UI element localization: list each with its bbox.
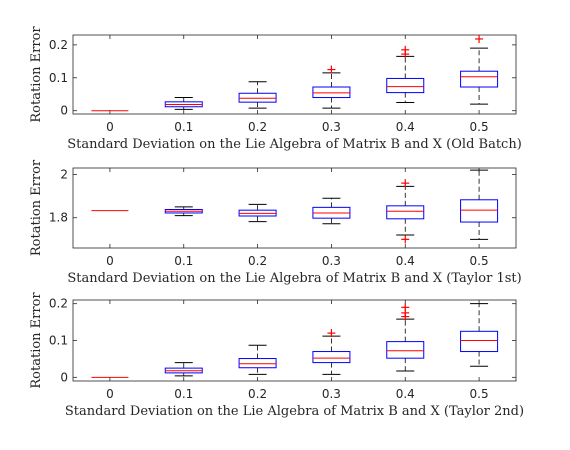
x-axis-label: Standard Deviation on the Lie Algebra of… [65,404,524,419]
y-axis-label: Rotation Error [29,159,44,256]
box-0.3 [312,65,351,109]
box-0.1 [164,206,203,217]
box-0.3 [312,329,351,375]
x-tick-label: 0 [106,387,114,401]
outlier-marker [327,65,336,74]
x-tick-label: 0.1 [174,387,193,401]
axes-frame [72,167,517,249]
x-axis-label: Standard Deviation on the Lie Algebra of… [67,271,521,286]
box-0.3 [312,197,351,225]
iqr-box [386,205,425,220]
box-0.2 [238,344,277,375]
panel-taylor-2nd: 0 0.1 0.2 0 0.1 0.2 0.3 0.4 0.5 Standard Deviatio… [29,292,524,419]
box-0.2 [238,81,277,109]
iqr-box [460,330,499,353]
x-tick-label: 0.2 [248,387,267,401]
iqr-box [312,86,351,99]
x-tick-label: 0.3 [322,120,341,134]
x-tick-label: 0.1 [174,120,193,134]
axes-frame [72,299,517,382]
y-tick-label: 2 [60,167,68,181]
iqr-box [386,341,425,359]
x-tick-label: 0.4 [396,254,415,268]
box-0.5 [460,303,499,367]
y-tick-label: 1.8 [49,211,68,225]
panel-old-batch: 0 0.1 0.2 0 0.1 0.2 0.3 0.4 0.5 Standard Deviatio… [29,26,522,152]
y-tick-label: 0 [60,104,68,118]
x-tick-label: 0.3 [322,387,341,401]
x-tick-label: 0 [106,120,114,134]
outlier-marker [475,34,484,43]
box-0.1 [164,97,203,110]
x-tick-label: 0.5 [470,387,489,401]
x-tick-label: 0.3 [322,254,341,268]
y-axis-label: Rotation Error [29,292,44,389]
y-tick-label: 0.1 [49,71,68,85]
y-tick-label: 0 [60,370,68,384]
panel-taylor-1st: 1.8 2 0 0.1 0.2 0.3 0.4 0.5 Standard Deviation o… [29,159,522,286]
axes-frame [72,34,517,115]
box-0.4 [386,303,425,372]
y-tick-label: 0.1 [49,334,68,348]
x-tick-label: 0.2 [248,120,267,134]
y-tick-label: 0.2 [49,297,68,311]
x-tick-label: 0.4 [396,120,415,134]
iqr-box [460,70,499,88]
box-0.4 [386,179,425,244]
box-0.2 [238,203,277,223]
iqr-box [238,358,277,369]
outlier-marker [401,303,410,312]
outlier-marker [401,45,410,54]
box-0.1 [164,362,203,377]
iqr-box [386,77,425,94]
box-0.4 [386,45,425,103]
x-tick-label: 0 [106,254,114,268]
x-tick-label: 0.5 [470,120,489,134]
x-tick-label: 0.1 [174,254,193,268]
y-axis-label: Rotation Error [29,26,44,123]
x-axis-label: Standard Deviation on the Lie Algebra of… [67,137,522,152]
iqr-box [460,199,499,223]
outlier-marker [401,179,410,188]
y-tick-label: 0.2 [49,38,68,52]
iqr-box [312,351,351,364]
box-0.5 [460,34,499,105]
x-tick-label: 0.2 [248,254,267,268]
outlier-marker [327,329,336,338]
outlier-marker [401,235,410,244]
box-0.5 [460,169,499,240]
x-tick-label: 0.4 [396,387,415,401]
x-tick-label: 0.5 [470,254,489,268]
